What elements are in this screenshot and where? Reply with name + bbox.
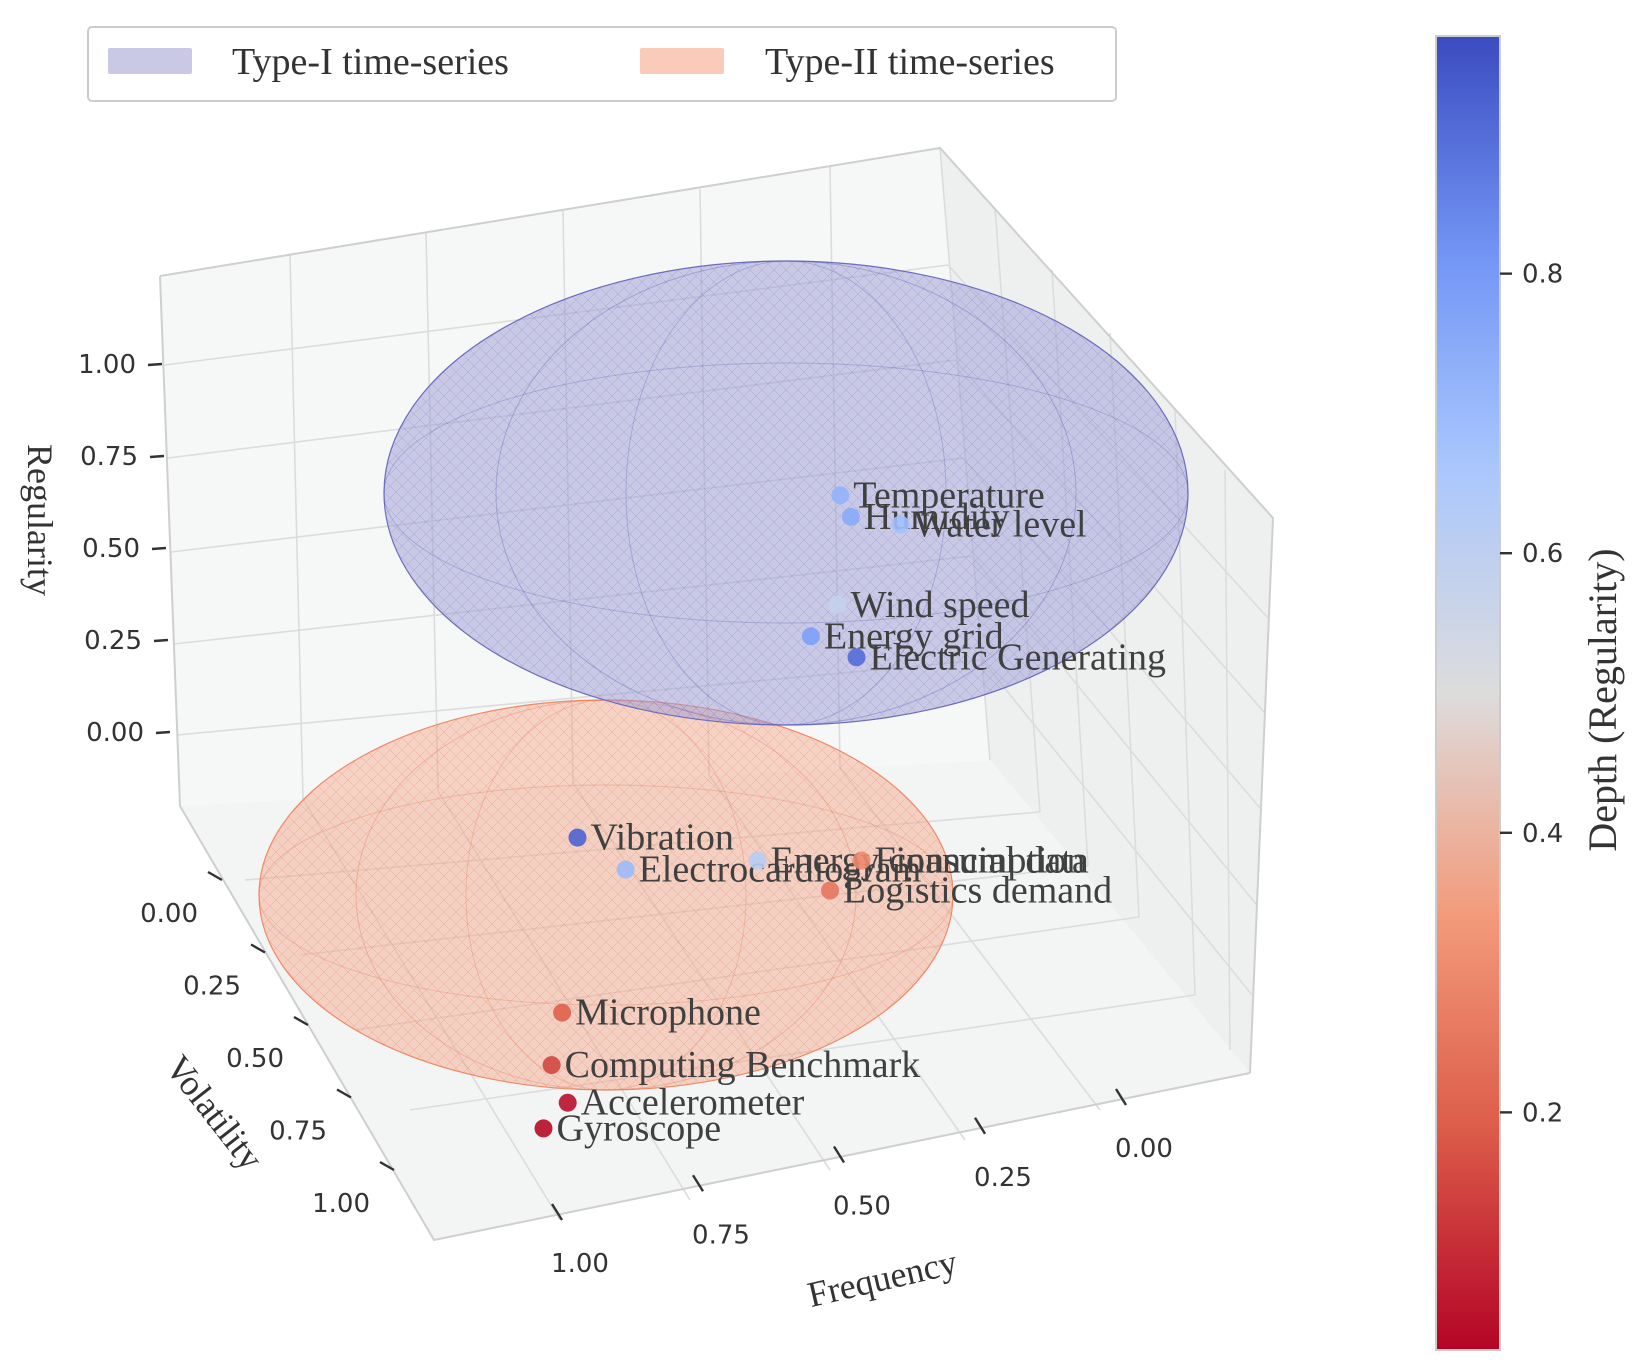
z-tick-mark: [149, 454, 165, 459]
colorbar-tick-label: 0.4: [1522, 819, 1563, 849]
colorbar-tick-label: 0.2: [1522, 1098, 1563, 1128]
point-gyroscope: [534, 1119, 553, 1138]
legend-label-type-ii: Type-II time-series: [765, 41, 1055, 83]
point-label-computing-benchmark: Computing Benchmark: [565, 1044, 921, 1086]
y-tick-label: 0.75: [269, 1117, 327, 1147]
z-tick-label: 0.25: [84, 626, 142, 656]
point-wind-speed: [828, 595, 847, 614]
ellipsoid-type-ii: [258, 699, 954, 1091]
box-edges: [159, 146, 1275, 1242]
colorbar-gradient: [1435, 35, 1501, 1351]
z-tick-mark: [147, 362, 163, 367]
x-tick-mark: [550, 1203, 564, 1221]
colorbar-tick-label: 0.8: [1522, 260, 1563, 290]
legend-label-type-i: Type-I time-series: [232, 41, 509, 83]
x-tick-mark: [691, 1174, 705, 1192]
point-label-temperature: Temperature: [853, 474, 1044, 516]
point-label-vibration: Vibration: [591, 817, 734, 859]
x-tick-label: 1.00: [551, 1249, 609, 1279]
legend-frame: [87, 26, 1117, 102]
point-accelerometer: [558, 1093, 577, 1112]
point-label-wind-speed: Wind speed: [851, 584, 1030, 626]
colorbar-label: Depth (Regularity): [1580, 548, 1625, 851]
x-tick-label: 0.00: [1115, 1134, 1173, 1164]
z-tick-label: 1.00: [78, 350, 136, 380]
x-tick-mark: [1114, 1088, 1128, 1106]
point-humidity: [841, 507, 860, 526]
y-tick-mark: [336, 1088, 352, 1099]
x-tick-label: 0.75: [692, 1220, 750, 1250]
point-label-logistics-demand: Logistics demand: [843, 870, 1112, 912]
y-tick-label: 0.00: [140, 899, 198, 929]
point-energy-grid: [801, 627, 820, 646]
x-tick-label: 0.25: [974, 1163, 1032, 1193]
z-axis: 0.00 0.25 0.50 0.75 1.00 Regularity: [20, 350, 171, 748]
point-electric-generating: [847, 648, 866, 667]
point-computing-benchmark: [542, 1056, 561, 1075]
point-financial-data: [852, 851, 871, 870]
point-label-gyroscope: Gyroscope: [557, 1107, 722, 1149]
y-tick-mark: [379, 1160, 395, 1172]
point-label-water-level: Water level: [914, 504, 1087, 546]
z-tick-mark: [155, 730, 171, 735]
y-tick-mark: [293, 1015, 309, 1027]
y-tick-label: 0.50: [226, 1044, 284, 1074]
colorbar-tick-label: 0.6: [1522, 539, 1563, 569]
point-microphone: [553, 1003, 572, 1022]
point-logistics-demand: [821, 881, 839, 900]
z-tick-mark: [151, 546, 167, 551]
x-tick-label: 0.50: [833, 1192, 891, 1222]
x-axis-label: Frequency: [804, 1242, 961, 1315]
legend-swatch-type-i: [108, 48, 192, 74]
y-tick-label: 1.00: [312, 1189, 370, 1219]
point-label-humidity: Humidity: [864, 496, 1010, 538]
y-tick-mark: [250, 943, 266, 954]
z-tick-label: 0.50: [82, 534, 140, 564]
ellipsoid-type-i: [383, 260, 1189, 726]
x-tick-mark: [973, 1117, 987, 1135]
z-axis-label: Regularity: [20, 444, 60, 596]
point-label-microphone: Microphone: [575, 992, 761, 1034]
z-tick-mark: [153, 638, 169, 643]
legend-swatch-type-ii: [640, 48, 724, 74]
y-tick-mark: [207, 870, 223, 882]
point-label-financial-data: Financial data: [875, 840, 1089, 882]
point-label-accelerometer: Accelerometer: [581, 1082, 805, 1124]
x-tick-mark: [832, 1145, 846, 1164]
colorbar: 0.2 0.4 0.6 0.8 Depth (Regularity): [1435, 35, 1625, 1351]
point-temperature: [831, 486, 850, 505]
legend: Type-I time-series Type-II time-series: [87, 26, 1117, 102]
point-water-level: [891, 515, 910, 534]
y-tick-label: 0.25: [183, 972, 241, 1002]
point-vibration: [568, 828, 587, 847]
point-electrocardiogram: [616, 860, 635, 879]
z-tick-label: 0.00: [86, 718, 144, 748]
point-energy-consumption: [748, 851, 767, 870]
point-label-electric-generating: Electric Generating: [870, 636, 1166, 678]
z-tick-label: 0.75: [80, 442, 138, 472]
point-label-electrocardiogram: Electrocardiogram: [639, 849, 922, 891]
point-label-energy-consumption: Energy consumption: [771, 840, 1086, 882]
